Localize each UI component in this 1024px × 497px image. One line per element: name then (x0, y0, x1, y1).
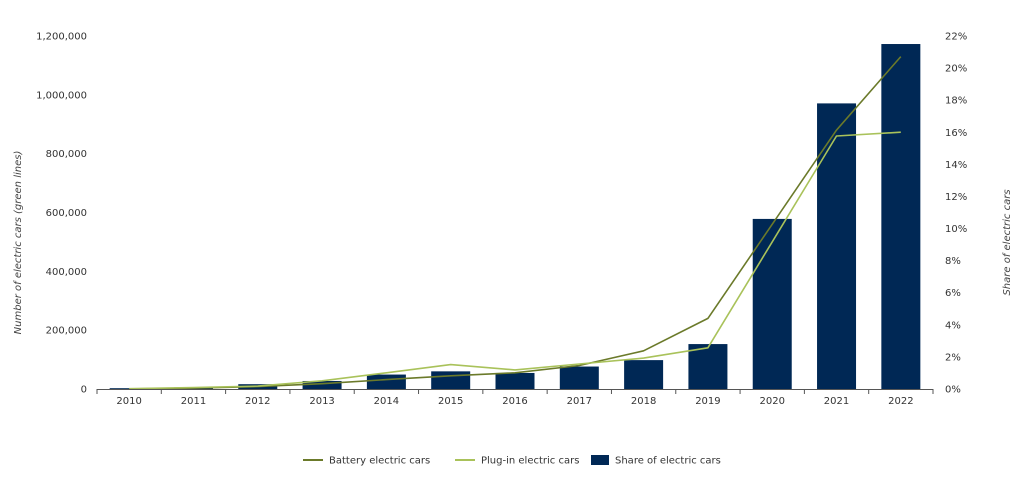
bar-2021 (817, 103, 857, 390)
legend-item-0: Battery electric cars (303, 456, 430, 467)
y2-tick-label: 4% (945, 320, 961, 331)
y-tick-label: 200,000 (46, 326, 87, 337)
y2-tick-label: 20% (945, 64, 967, 75)
x-tick-label: 2017 (567, 396, 592, 407)
bar-2018 (624, 360, 664, 389)
x-tick-label: 2016 (502, 396, 527, 407)
y2-tick-label: 22% (945, 32, 967, 43)
bar-2010 (109, 388, 149, 389)
y2-tick-label: 14% (945, 160, 967, 171)
x-tick-label: 2014 (374, 396, 399, 407)
x-tick-label: 2012 (245, 396, 270, 407)
axes-group: 2010 2011 2012 2013 2014 2015 2016 2017 2018 2019… (13, 32, 1013, 408)
legend-item-1: Plug-in electric cars (455, 456, 579, 467)
x-tick-label: 2015 (438, 396, 463, 407)
bar-2013 (302, 380, 342, 389)
legend: Battery electric cars Plug-in electric ca… (303, 455, 721, 467)
y-tick-label: 800,000 (46, 149, 87, 160)
y2-tick-label: 16% (945, 128, 967, 139)
x-tick-label: 2020 (760, 396, 785, 407)
bar-2020 (752, 218, 792, 389)
x-tick-label: 2022 (888, 396, 913, 407)
series-line-1 (129, 131, 901, 390)
bar-2017 (559, 366, 599, 389)
bar-2019 (688, 344, 728, 389)
bar-2022 (881, 44, 921, 389)
x-tick-label: 2013 (309, 396, 334, 407)
y2-tick-label: 8% (945, 256, 961, 267)
y-tick-label: 600,000 (46, 208, 87, 219)
y2-tick-label: 0% (945, 385, 961, 396)
x-tick-label: 2018 (631, 396, 656, 407)
x-tick-label: 2010 (116, 396, 141, 407)
legend-label: Share of electric cars (615, 456, 721, 467)
legend-label: Battery electric cars (329, 456, 430, 467)
bars-group (109, 44, 921, 390)
y2-tick-label: 2% (945, 352, 961, 363)
x-tick-label: 2021 (824, 396, 849, 407)
y-axis-title: Number of electric cars (green lines) (13, 151, 24, 335)
y-tick-label: 1,000,000 (36, 90, 87, 101)
y2-tick-label: 6% (945, 288, 961, 299)
y-tick-label: 0 (81, 385, 87, 396)
y2-tick-label: 18% (945, 96, 967, 107)
bar-2016 (495, 372, 535, 389)
y2-axis-title: Share of electric cars (1002, 189, 1013, 295)
legend-label: Plug-in electric cars (481, 456, 579, 467)
y2-tick-label: 10% (945, 224, 967, 235)
legend-swatch (591, 455, 609, 465)
y2-tick-label: 12% (945, 192, 967, 203)
lines-group (129, 56, 902, 390)
bar-2014 (366, 374, 406, 389)
y-tick-label: 400,000 (46, 267, 87, 278)
legend-item-2: Share of electric cars (591, 455, 721, 467)
x-tick-label: 2011 (181, 396, 206, 407)
x-tick-label: 2019 (695, 396, 720, 407)
y-tick-label: 1,200,000 (36, 32, 87, 43)
bar-2015 (431, 371, 471, 389)
